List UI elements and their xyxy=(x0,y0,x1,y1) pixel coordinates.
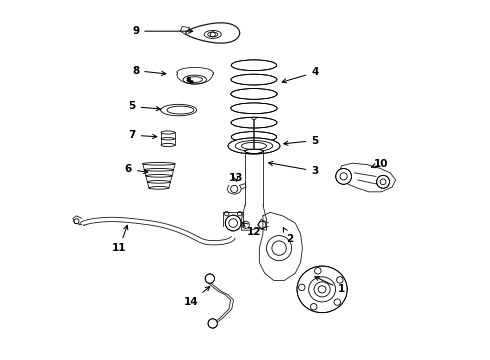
Text: 4: 4 xyxy=(282,67,318,83)
Circle shape xyxy=(208,319,218,328)
Circle shape xyxy=(187,79,191,82)
Text: 2: 2 xyxy=(283,228,294,244)
Ellipse shape xyxy=(252,117,256,120)
Ellipse shape xyxy=(228,138,280,154)
Text: 1: 1 xyxy=(315,276,345,294)
Circle shape xyxy=(190,80,194,84)
Text: 11: 11 xyxy=(112,225,128,253)
Text: 7: 7 xyxy=(128,130,157,140)
Circle shape xyxy=(225,215,241,231)
Text: 13: 13 xyxy=(229,173,243,183)
Ellipse shape xyxy=(231,103,277,114)
Circle shape xyxy=(336,168,351,184)
Circle shape xyxy=(377,175,390,188)
Ellipse shape xyxy=(231,74,277,85)
Text: 5: 5 xyxy=(284,136,318,145)
Ellipse shape xyxy=(231,89,277,99)
Text: 12: 12 xyxy=(243,222,261,237)
Circle shape xyxy=(187,77,191,80)
Ellipse shape xyxy=(231,132,277,142)
Text: 5: 5 xyxy=(128,102,160,112)
Text: 8: 8 xyxy=(132,66,166,76)
Text: 3: 3 xyxy=(269,161,318,176)
Text: 6: 6 xyxy=(125,164,148,174)
Text: 10: 10 xyxy=(371,159,389,169)
Text: 9: 9 xyxy=(132,26,193,36)
Circle shape xyxy=(205,274,215,283)
Ellipse shape xyxy=(231,117,277,128)
Text: 14: 14 xyxy=(184,287,210,307)
Ellipse shape xyxy=(297,266,347,313)
Ellipse shape xyxy=(245,149,263,153)
Ellipse shape xyxy=(231,60,277,71)
